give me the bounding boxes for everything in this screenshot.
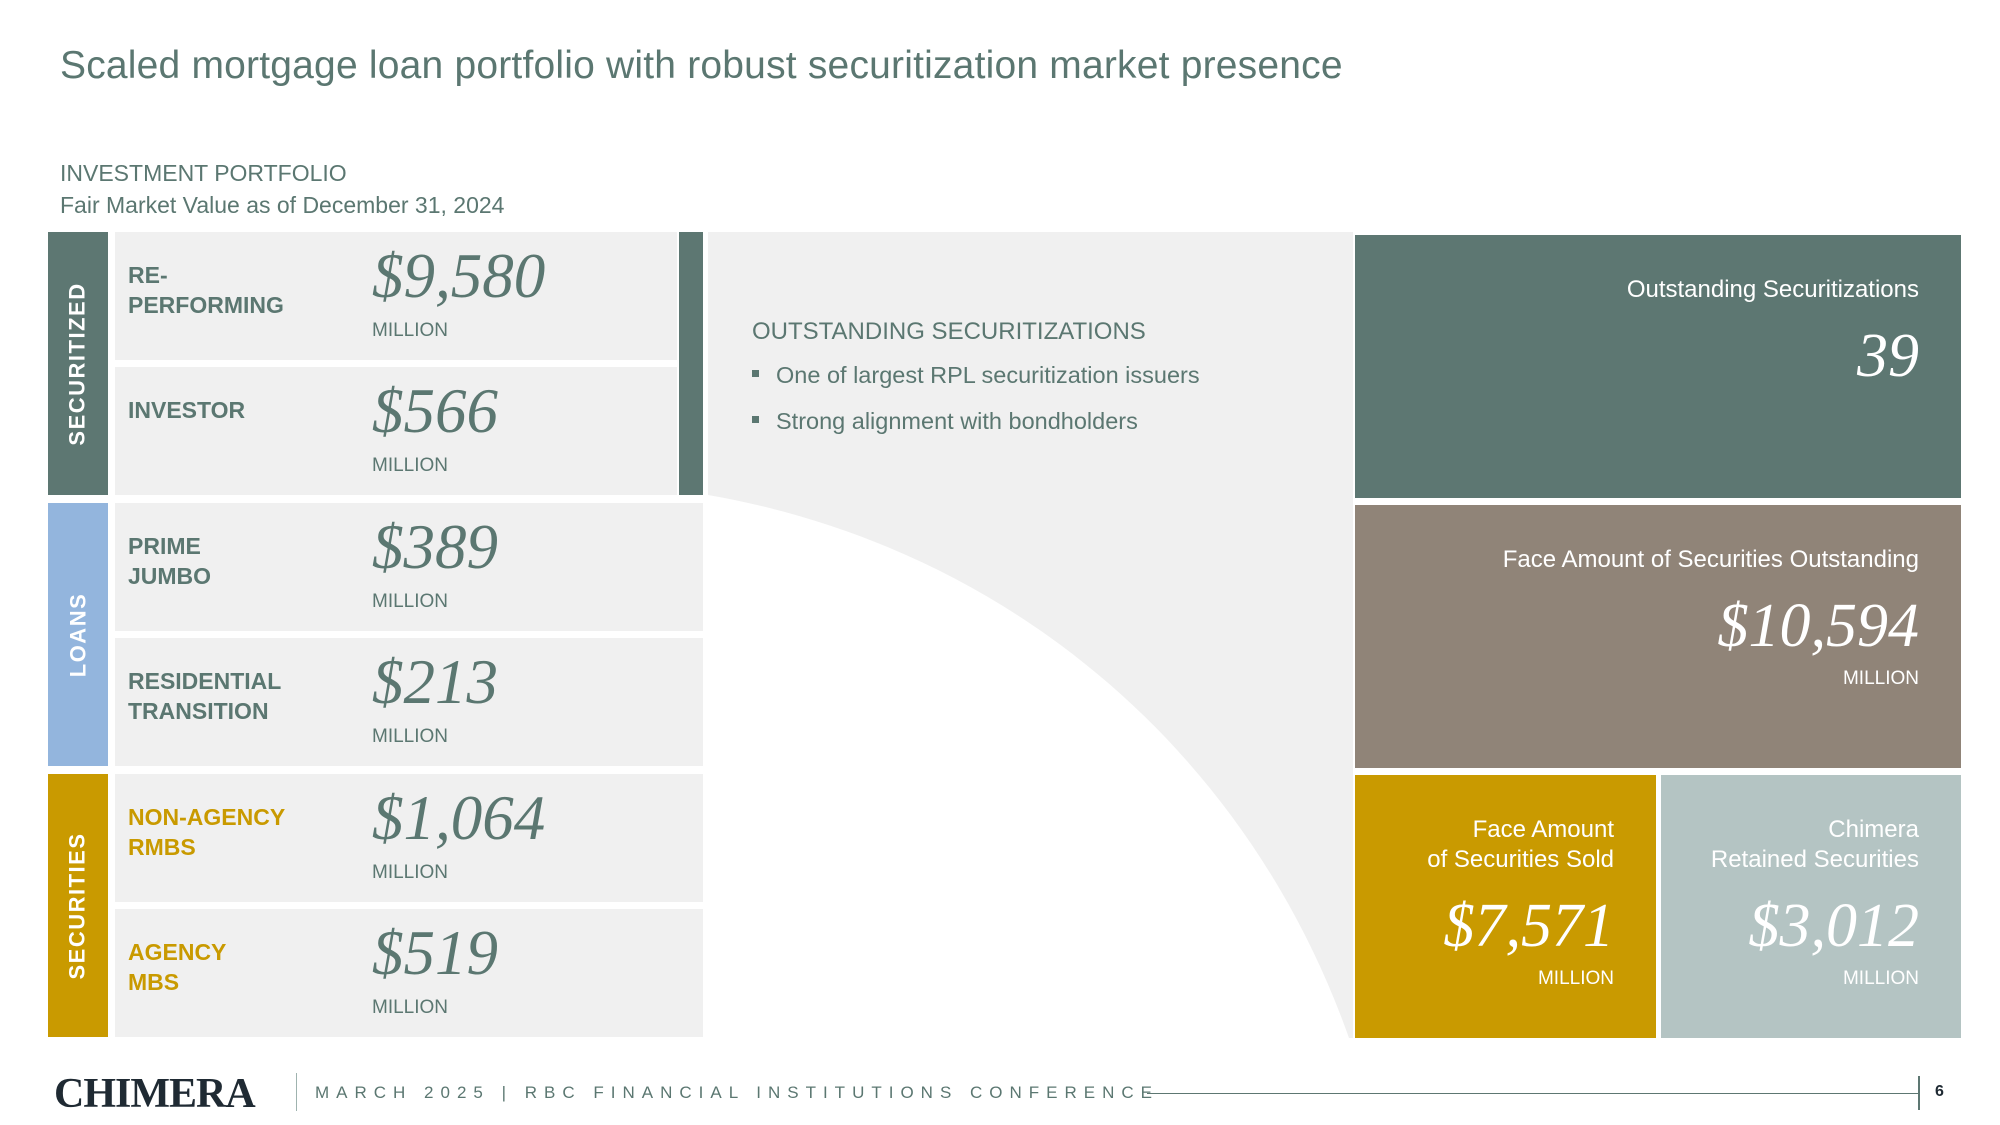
portfolio-row-agency-mbs: AGENCY MBS $519 MILLION [115,909,703,1037]
section-heading: INVESTMENT PORTFOLIO [60,160,347,186]
footer-rule [1147,1093,1919,1094]
portfolio-row-reperforming: RE- PERFORMING $9,580 MILLION [115,232,677,360]
section-subheading: Fair Market Value as of December 31, 202… [60,192,505,218]
category-securities-bar: SECURITIES [48,774,108,1037]
category-securitized-bar: SECURITIZED [48,232,108,495]
footer-text: MARCH 2025 | RBC FINANCIAL INSTITUTIONS … [315,1083,1160,1102]
box-label: Outstanding Securitizations [1626,276,1919,303]
page-title: Scaled mortgage loan portfolio with robu… [60,44,1343,87]
row-unit: MILLION [372,320,449,341]
portfolio-row-investor: INVESTOR $566 MILLION [115,367,677,495]
row-unit: MILLION [372,726,449,747]
outstanding-bullet: One of largest RPL securitization issuer… [752,362,1200,389]
retained-securities-box: Chimera Retained Securities $3,012 MILLI… [1661,775,1961,1038]
category-securitized-label: SECURITIZED [65,281,90,446]
page-number: 6 [1935,1083,1944,1100]
face-amount-sold-box: Face Amount of Securities Sold $7,571 MI… [1355,775,1656,1038]
row-unit: MILLION [372,997,449,1018]
row-label: RE- PERFORMING [128,262,284,318]
row-label: RESIDENTIAL TRANSITION [128,668,282,724]
row-unit: MILLION [372,862,449,883]
footer-rule-end [1918,1076,1920,1110]
category-loans-label: LOANS [65,592,90,677]
outstanding-heading: OUTSTANDING SECURITIZATIONS [752,318,1146,345]
row-value: $1,064 [372,783,546,853]
box-value: $10,594 [1717,592,1920,660]
connector-panel [708,232,1353,1038]
row-label: NON-AGENCY RMBS [128,804,286,860]
row-value: $389 [372,512,498,582]
portfolio-row-prime-jumbo: PRIME JUMBO $389 MILLION [115,503,703,631]
category-securities-label: SECURITIES [65,831,90,980]
row-value: $566 [372,376,498,446]
outstanding-securitizations-box: Outstanding Securitizations 39 [1355,235,1961,498]
row-unit: MILLION [372,455,449,476]
row-label: AGENCY MBS [128,939,227,995]
footer-divider [296,1073,297,1111]
box-label: Chimera Retained Securities [1710,816,1919,873]
outstanding-bullet: Strong alignment with bondholders [752,408,1138,435]
row-value: $213 [372,647,498,717]
box-unit: MILLION [1842,668,1919,689]
box-unit: MILLION [1842,968,1919,989]
box-value: 39 [1857,322,1919,390]
category-loans-bar: LOANS [48,503,108,766]
portfolio-row-non-agency-rmbs: NON-AGENCY RMBS $1,064 MILLION [115,774,703,902]
row-unit: MILLION [372,591,449,612]
portfolio-row-residential-transition: RESIDENTIAL TRANSITION $213 MILLION [115,638,703,766]
box-label: Face Amount of Securities Sold [1427,816,1614,873]
chimera-logo: CHIMERA [54,1071,256,1117]
box-value: $3,012 [1748,892,1920,960]
securitized-accent-bar [679,232,703,495]
row-label: PRIME JUMBO [128,533,212,589]
face-amount-outstanding-box: Face Amount of Securities Outstanding $1… [1355,505,1961,768]
row-value: $9,580 [372,241,546,311]
box-unit: MILLION [1537,968,1614,989]
box-value: $7,571 [1443,892,1615,960]
row-label: INVESTOR [128,397,246,423]
box-label: Face Amount of Securities Outstanding [1502,546,1919,573]
row-value: $519 [372,918,498,988]
